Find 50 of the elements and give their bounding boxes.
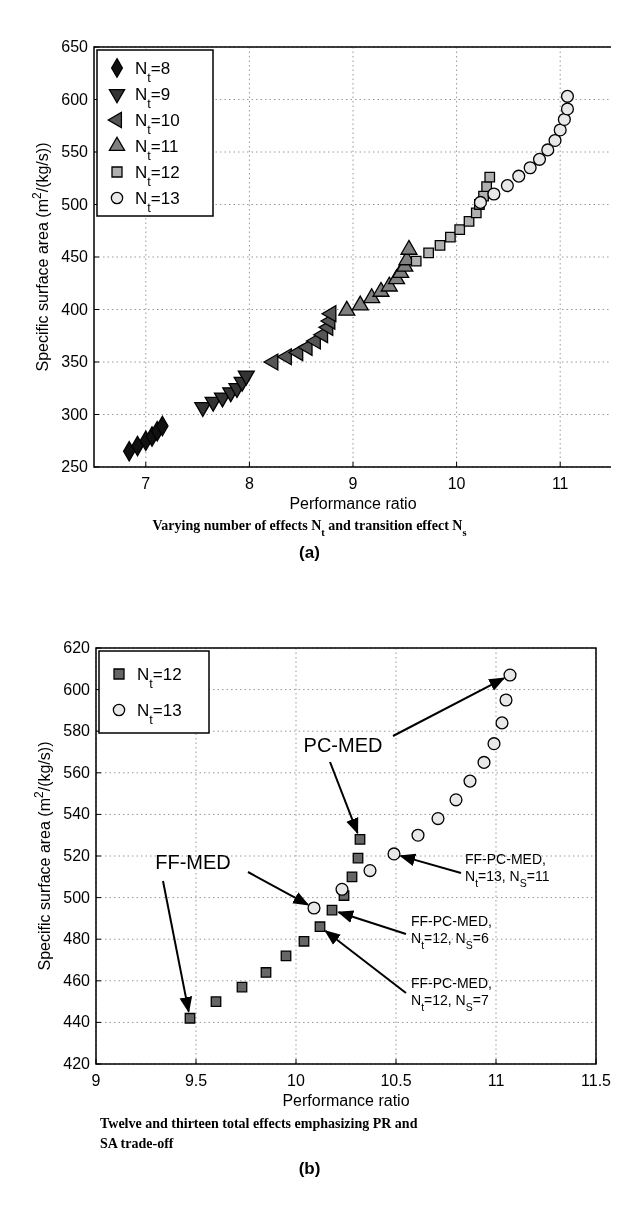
y-tick-label: 620	[63, 639, 91, 656]
annotation: FF-MED	[155, 851, 231, 873]
annotation: FF-PC-MED, N$_{t}$=12, N$_{S}$=6	[411, 913, 492, 951]
x-tick-label: 11.5	[581, 1072, 612, 1089]
x-tick-label: 9	[91, 1072, 101, 1089]
y-tick-label: 550	[61, 143, 89, 160]
x-tick-label: 11	[551, 475, 569, 492]
y-tick-label: 450	[61, 248, 89, 265]
legend-label: N$_{t}$=13	[137, 701, 182, 727]
legend-label: N$_{t}$=10	[135, 111, 180, 137]
text: (b)	[298, 1159, 321, 1178]
y-tick-label: 480	[63, 930, 91, 948]
y-tick-label: 650	[61, 38, 89, 55]
x-tick-label: 7	[141, 475, 151, 492]
annotation: FF-PC-MED, N$_{t}$=12, N$_{S}$=7	[411, 975, 492, 1013]
legend-label: N$_{t}$=12	[135, 163, 180, 189]
y-tick-label: 520	[63, 847, 91, 864]
x-tick-label: 9.5	[184, 1072, 208, 1089]
x-tick-label: 10	[447, 475, 466, 492]
y-tick-label: 300	[61, 405, 89, 423]
annotation: PC-MED	[303, 734, 383, 756]
y-tick-label: 500	[63, 888, 91, 906]
legend-label: N$_{t}$=11	[135, 137, 179, 163]
y-tick-label: 400	[61, 300, 89, 318]
y-tick-label: 600	[61, 90, 89, 108]
x-tick-label: 8	[244, 475, 254, 492]
legend-label: N$_{t}$=13	[135, 189, 180, 215]
annotation: FF-PC-MED, N$_{t}$=13, N$_{S}$=11	[465, 851, 550, 889]
legend-label: N$_{t}$=12	[137, 665, 182, 691]
y-tick-label: 460	[63, 971, 91, 989]
text: Twelve and thirteen total effects emphasizing PR and SA trade-off	[100, 1116, 418, 1151]
y-tick-label: 350	[61, 353, 89, 370]
y-tick-label: 560	[63, 763, 91, 781]
y-tick-label: 250	[61, 458, 89, 475]
text: (a)	[299, 543, 320, 562]
x-tick-label: 9	[348, 475, 358, 492]
y-tick-label: 420	[63, 1055, 91, 1072]
x-axis-title: Performance ratio	[282, 1092, 410, 1109]
legend-label: N$_{t}$=9	[135, 85, 171, 111]
text: Varying number of effects N$_{t}$ and transition effect N$_{s}$	[152, 518, 467, 538]
x-tick-label: 10.5	[380, 1072, 412, 1089]
x-tick-label: 10	[287, 1072, 305, 1089]
y-tick-label: 540	[63, 805, 91, 823]
y-tick-label: 440	[63, 1013, 91, 1031]
x-tick-label: 11	[487, 1072, 505, 1089]
y-tick-label: 600	[63, 680, 91, 698]
x-axis-title: Performance ratio	[289, 495, 417, 512]
y-tick-label: 500	[61, 195, 89, 213]
y-tick-label: 580	[63, 722, 91, 740]
legend-label: N$_{t}$=8	[135, 59, 171, 85]
